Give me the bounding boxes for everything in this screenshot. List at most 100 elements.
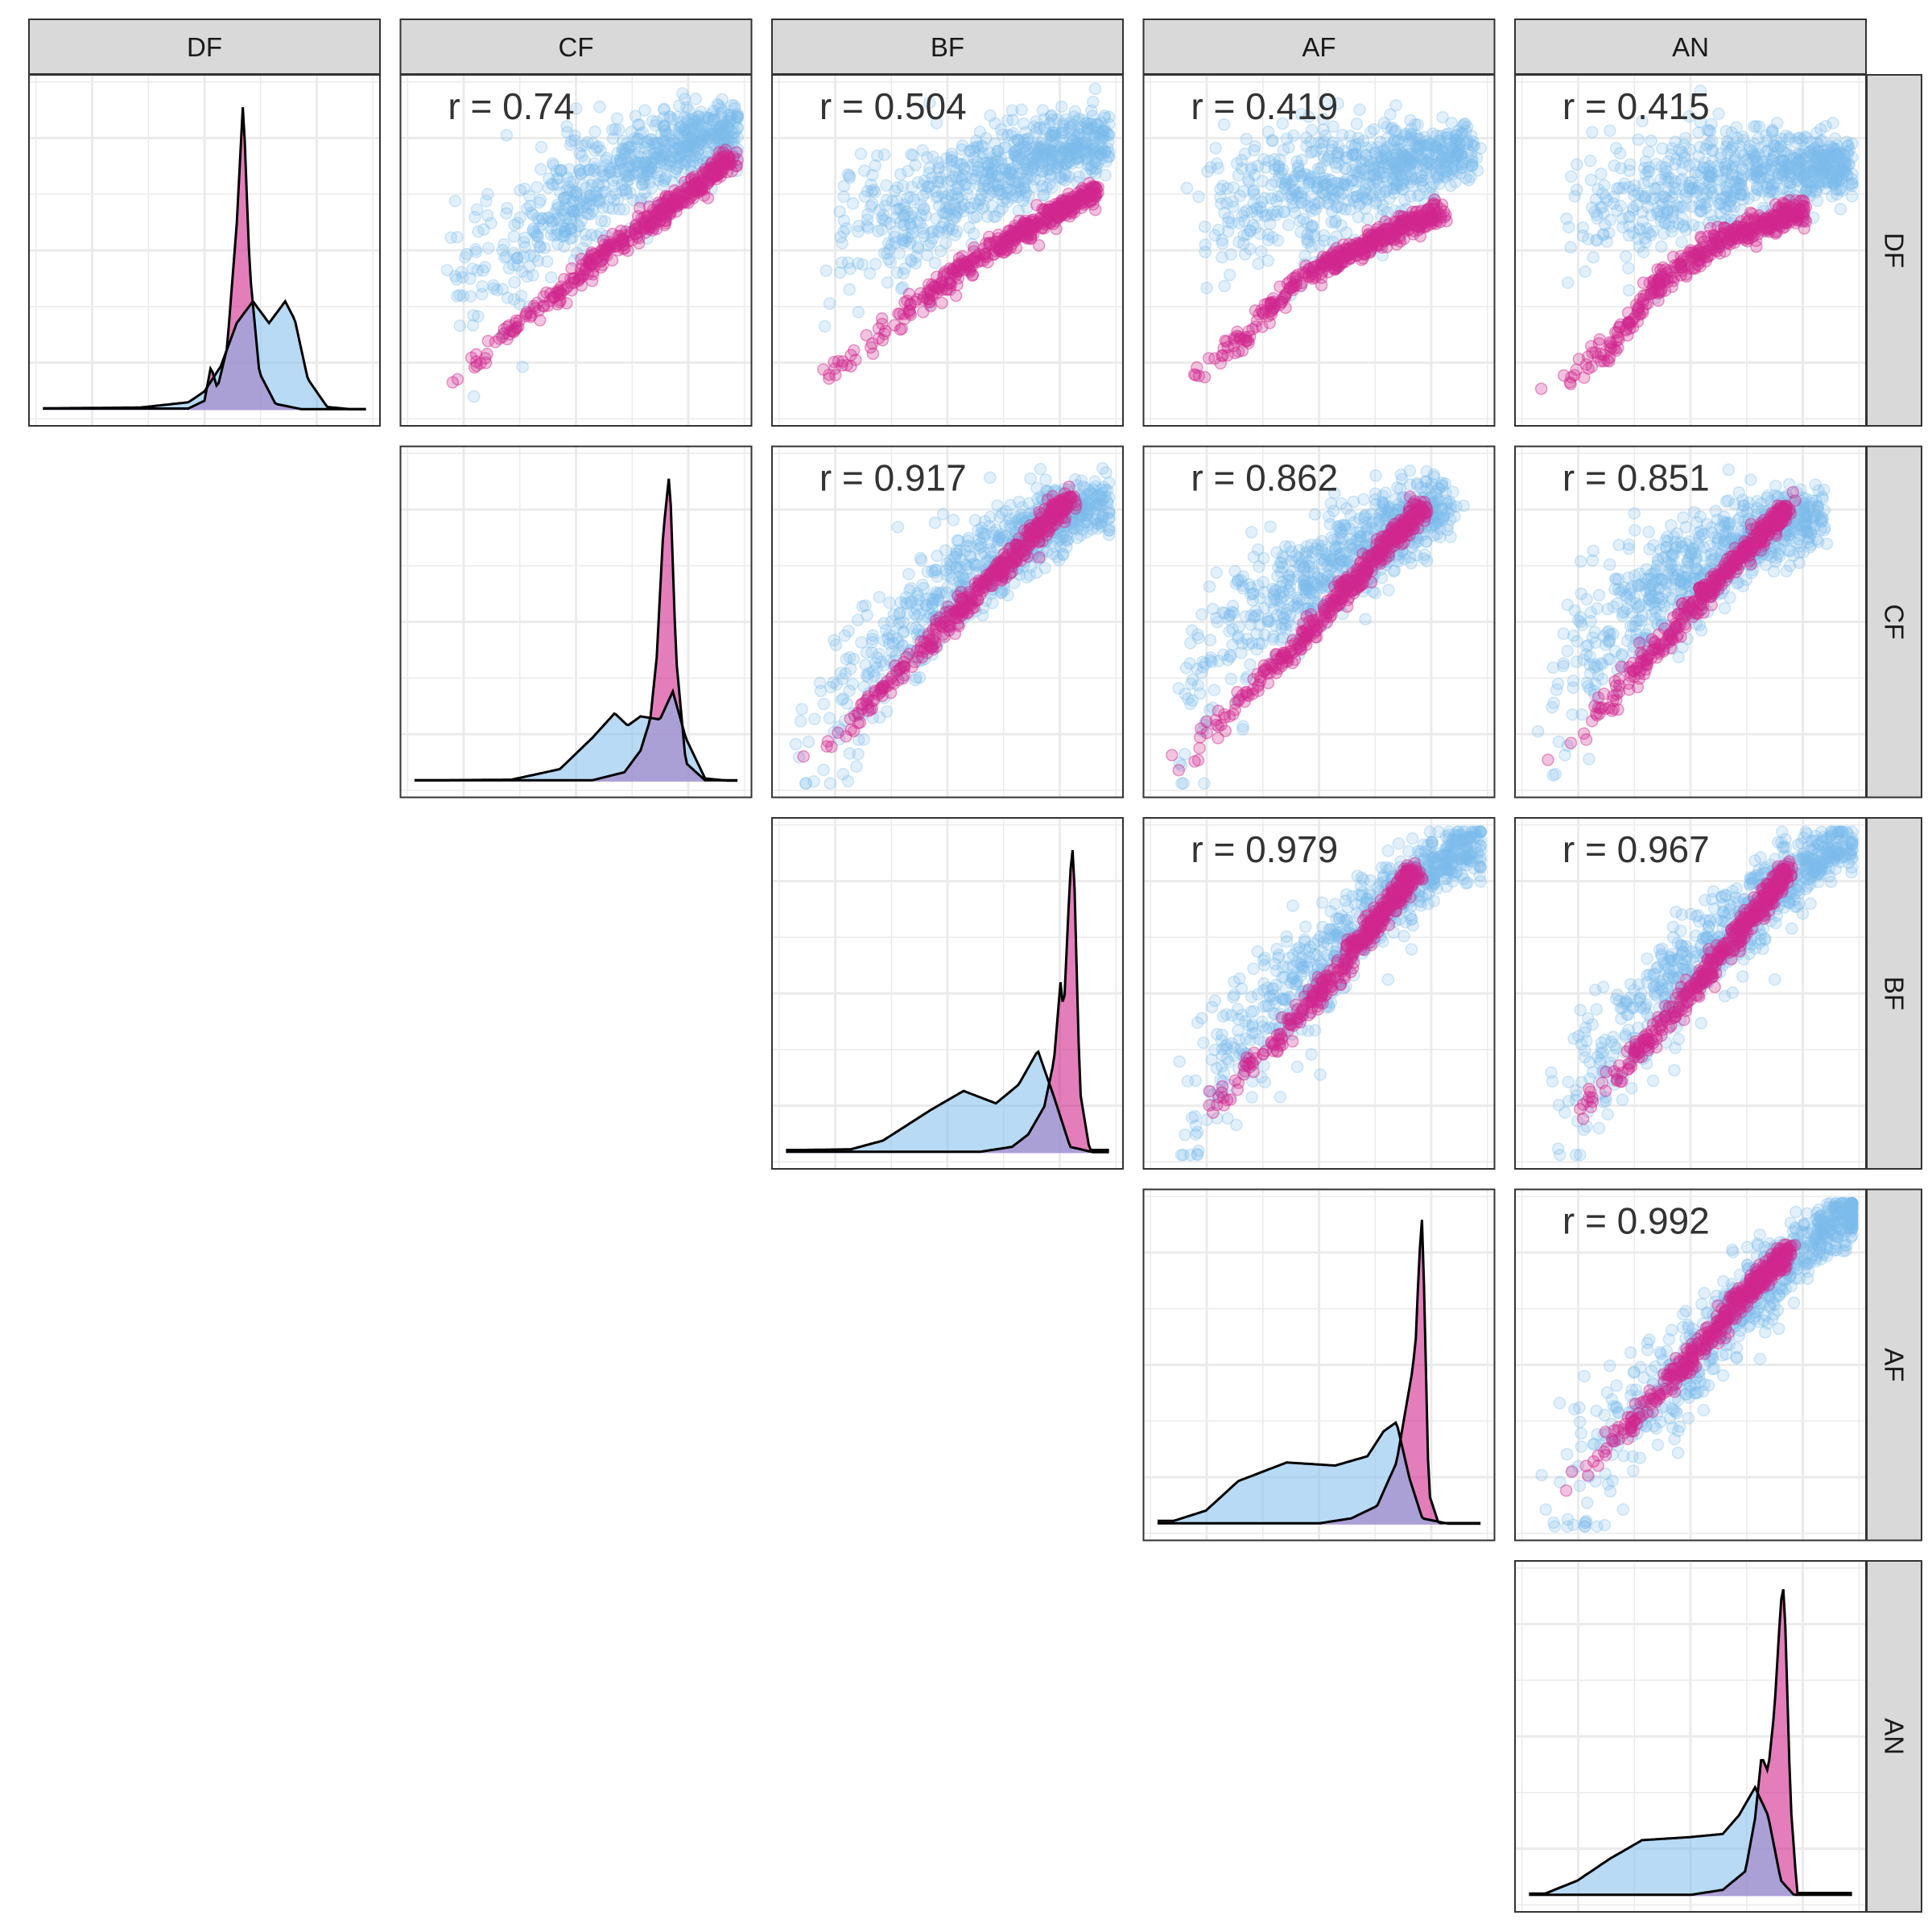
point-magenta bbox=[1239, 330, 1253, 344]
point-blue bbox=[731, 111, 744, 124]
point-blue bbox=[658, 119, 671, 133]
panel-grid bbox=[1515, 446, 1866, 798]
point-blue bbox=[1321, 152, 1335, 166]
point-blue bbox=[1591, 212, 1604, 225]
point-blue bbox=[724, 109, 737, 122]
point-magenta bbox=[1279, 301, 1292, 315]
point-blue bbox=[1338, 178, 1351, 192]
point-blue bbox=[636, 126, 650, 139]
point-blue bbox=[588, 190, 601, 203]
point-magenta bbox=[935, 296, 948, 310]
point-blue bbox=[496, 328, 510, 341]
point-blue bbox=[481, 188, 494, 200]
point-magenta bbox=[993, 242, 1005, 255]
point-blue bbox=[1599, 191, 1612, 204]
point-magenta bbox=[1044, 210, 1057, 224]
point-magenta bbox=[1693, 254, 1706, 266]
point-magenta bbox=[727, 151, 740, 164]
point-blue bbox=[1827, 176, 1839, 190]
point-blue bbox=[551, 202, 564, 216]
point-blue bbox=[555, 164, 568, 177]
point-blue bbox=[917, 203, 931, 217]
point-blue bbox=[1842, 138, 1855, 152]
point-blue bbox=[466, 319, 480, 332]
point-magenta bbox=[1645, 285, 1657, 298]
point-blue bbox=[880, 179, 893, 192]
point-blue bbox=[1790, 173, 1804, 187]
point-blue bbox=[574, 167, 587, 180]
point-blue bbox=[727, 137, 741, 150]
point-blue bbox=[1201, 165, 1214, 178]
point-blue bbox=[546, 157, 559, 170]
point-blue bbox=[878, 214, 892, 228]
point-blue bbox=[1835, 184, 1849, 197]
point-blue bbox=[540, 254, 554, 268]
point-blue bbox=[978, 173, 992, 186]
point-blue bbox=[1216, 250, 1228, 264]
point-magenta bbox=[933, 278, 947, 291]
point-blue bbox=[1212, 162, 1225, 175]
point-blue bbox=[1635, 189, 1648, 203]
point-blue bbox=[714, 101, 727, 115]
point-blue bbox=[629, 109, 642, 122]
point-blue bbox=[597, 169, 610, 182]
panel-grid bbox=[400, 75, 752, 426]
point-blue bbox=[1330, 161, 1344, 174]
point-blue bbox=[692, 143, 705, 157]
panel-grid bbox=[400, 446, 752, 798]
point-blue bbox=[635, 172, 648, 186]
point-blue bbox=[1236, 209, 1249, 222]
point-blue bbox=[1294, 225, 1307, 238]
point-blue bbox=[580, 136, 594, 149]
point-blue bbox=[873, 591, 886, 604]
point-blue bbox=[723, 115, 736, 129]
point-blue bbox=[618, 166, 632, 179]
point-blue bbox=[905, 148, 918, 161]
panel-grid bbox=[1143, 446, 1495, 798]
point-magenta bbox=[1361, 229, 1375, 242]
point-blue bbox=[947, 514, 960, 526]
point-blue bbox=[720, 141, 734, 155]
point-blue bbox=[1301, 168, 1314, 182]
point-magenta bbox=[710, 165, 723, 178]
point-magenta bbox=[902, 305, 915, 318]
point-magenta bbox=[1315, 271, 1328, 284]
point-magenta bbox=[1674, 260, 1688, 274]
point-blue bbox=[1765, 126, 1778, 138]
point-blue bbox=[641, 160, 654, 173]
point-blue bbox=[1005, 175, 1019, 188]
point-blue bbox=[684, 112, 698, 126]
point-magenta bbox=[568, 272, 581, 285]
point-blue bbox=[1695, 204, 1707, 217]
point-blue bbox=[665, 134, 679, 147]
point-magenta bbox=[1413, 220, 1426, 233]
point-blue bbox=[843, 283, 856, 296]
point-blue bbox=[931, 190, 944, 203]
point-blue bbox=[1632, 133, 1645, 147]
point-magenta bbox=[901, 295, 914, 308]
point-blue bbox=[659, 147, 673, 160]
point-blue bbox=[1561, 276, 1575, 289]
point-blue bbox=[610, 154, 623, 167]
point-blue bbox=[622, 140, 635, 153]
point-blue bbox=[674, 170, 687, 184]
point-blue bbox=[1804, 145, 1817, 158]
point-blue bbox=[1216, 180, 1229, 192]
point-blue bbox=[975, 139, 989, 152]
point-blue bbox=[705, 127, 719, 140]
point-blue bbox=[440, 263, 454, 277]
point-blue bbox=[1597, 228, 1610, 242]
point-magenta bbox=[1250, 314, 1264, 328]
point-blue bbox=[1380, 146, 1393, 159]
point-blue bbox=[657, 179, 670, 192]
point-blue bbox=[567, 195, 580, 208]
point-blue bbox=[1084, 149, 1097, 163]
point-magenta bbox=[654, 197, 668, 210]
point-blue bbox=[531, 254, 545, 267]
point-blue bbox=[671, 151, 685, 163]
point-blue bbox=[614, 155, 628, 169]
point-blue bbox=[1628, 179, 1641, 192]
point-blue bbox=[695, 105, 708, 118]
point-blue bbox=[591, 178, 605, 191]
point-blue bbox=[653, 203, 666, 216]
